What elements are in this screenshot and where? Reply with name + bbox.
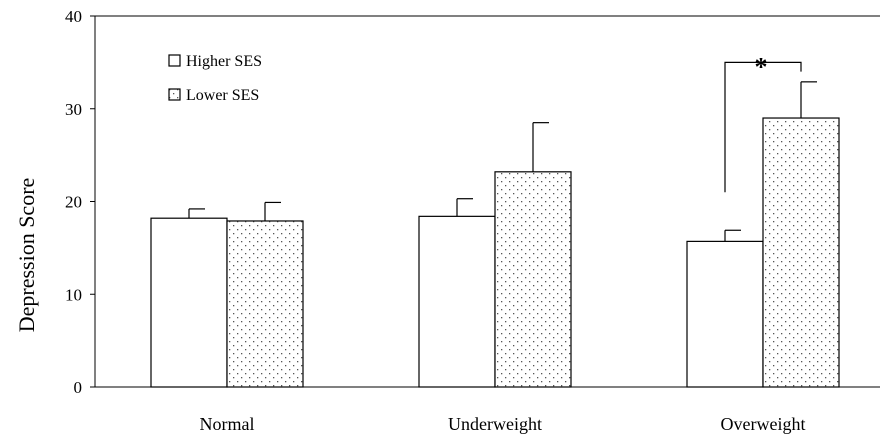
y-tick-label: 10: [65, 285, 82, 304]
significance-annotation: *: [724, 52, 802, 193]
y-axis-label: Depression Score: [14, 178, 39, 333]
legend-swatch-higher-ses: [168, 54, 181, 67]
x-tick-label: Normal: [200, 414, 255, 434]
x-tick-label: Underweight: [448, 414, 542, 434]
y-tick-label: 20: [65, 193, 82, 212]
axes: 0 10 20 30 40 Normal Underweight Overweight: [65, 7, 880, 434]
bar-higher-ses: [150, 217, 228, 388]
legend: Higher SES Lower SES: [168, 53, 262, 104]
bar-lower-ses: [494, 171, 572, 388]
bar-higher-ses: [686, 240, 764, 388]
x-tick-label: Overweight: [721, 414, 806, 434]
bar-lower-ses: [762, 117, 840, 388]
y-tick-label: 0: [74, 378, 83, 397]
legend-label: Lower SES: [186, 87, 259, 104]
significance-bracket: [724, 61, 802, 193]
legend-swatch-lower-ses: [168, 88, 181, 101]
bars-layer: [150, 81, 840, 388]
y-tick-label: 40: [65, 7, 82, 26]
significance-star: *: [755, 52, 768, 81]
y-tick-label: 30: [65, 100, 82, 119]
bar-lower-ses: [226, 220, 304, 388]
bar-higher-ses: [418, 215, 496, 388]
legend-label: Higher SES: [186, 53, 262, 70]
